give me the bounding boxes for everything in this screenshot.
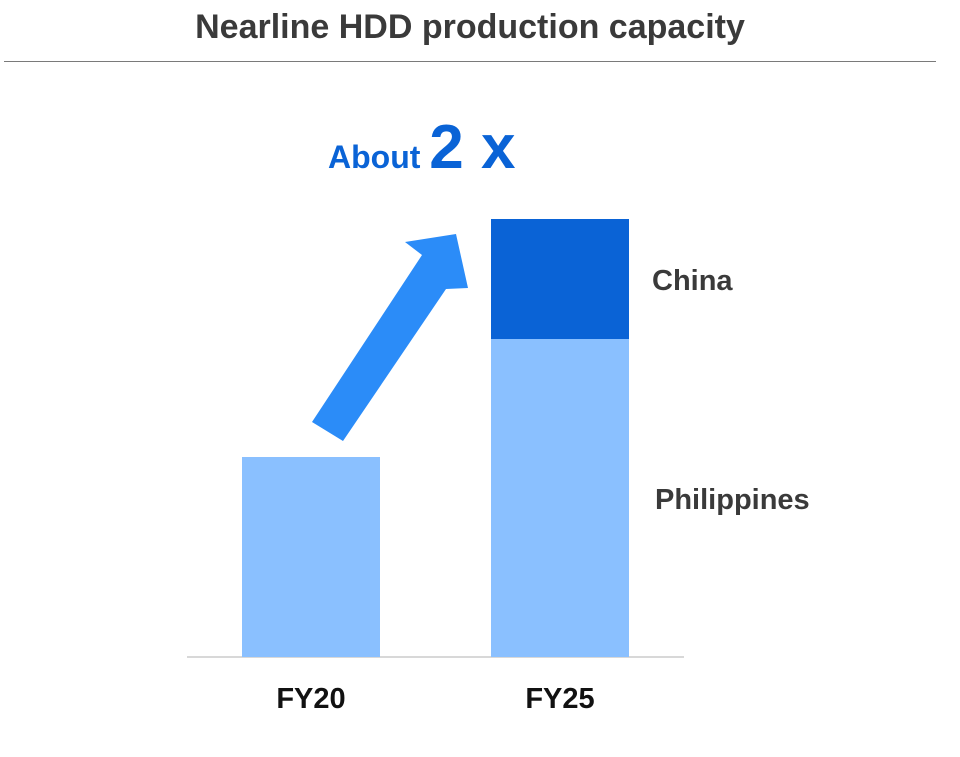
annotation-value: 2 x (429, 113, 516, 182)
series-label-philippines: Philippines (655, 484, 810, 516)
annotation-prefix: About (328, 139, 430, 175)
x-tick-label: FY20 (276, 683, 345, 715)
growth-annotation: About 2 x (328, 112, 516, 183)
growth-arrow-icon (312, 234, 468, 441)
series-label-china: China (652, 265, 733, 297)
bar-philippines-fy25 (491, 339, 629, 657)
bar-china-fy25 (491, 219, 629, 339)
bar-philippines-fy20 (242, 457, 380, 657)
chart-title: Nearline HDD production capacity (195, 8, 745, 46)
title-divider (4, 61, 936, 62)
x-tick-label: FY25 (525, 683, 594, 715)
